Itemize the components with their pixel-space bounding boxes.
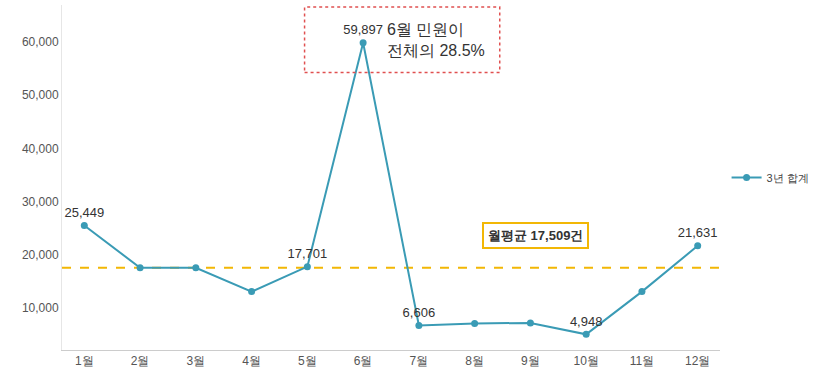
svg-text:30,000: 30,000 (22, 195, 59, 209)
svg-text:7월: 7월 (410, 354, 429, 368)
svg-text:1월: 1월 (75, 354, 94, 368)
svg-text:6월 민원이전체의 28.5%: 6월 민원이전체의 28.5% (387, 21, 485, 59)
svg-text:3년 합계: 3년 합계 (767, 172, 809, 184)
svg-text:25,449: 25,449 (64, 205, 104, 220)
svg-text:2월: 2월 (131, 354, 150, 368)
svg-text:50,000: 50,000 (22, 88, 59, 102)
svg-text:4,948: 4,948 (570, 314, 603, 329)
svg-text:6,606: 6,606 (403, 305, 436, 320)
svg-text:59,897: 59,897 (343, 22, 383, 37)
svg-text:3월: 3월 (186, 354, 205, 368)
svg-text:6월: 6월 (354, 354, 373, 368)
svg-text:60,000: 60,000 (22, 35, 59, 49)
svg-text:11월: 11월 (630, 354, 654, 368)
svg-text:5월: 5월 (298, 354, 317, 368)
svg-text:10월: 10월 (573, 354, 598, 368)
svg-text:40,000: 40,000 (22, 142, 59, 156)
svg-text:10,000: 10,000 (22, 301, 59, 315)
svg-text:월평균 17,509건: 월평균 17,509건 (488, 228, 583, 243)
svg-text:9월: 9월 (521, 354, 540, 368)
svg-text:20,000: 20,000 (22, 248, 59, 262)
svg-text:8월: 8월 (465, 354, 484, 368)
svg-text:4월: 4월 (242, 354, 261, 368)
svg-text:21,631: 21,631 (678, 225, 718, 240)
svg-text:12월: 12월 (685, 354, 710, 368)
svg-text:17,701: 17,701 (287, 246, 327, 261)
